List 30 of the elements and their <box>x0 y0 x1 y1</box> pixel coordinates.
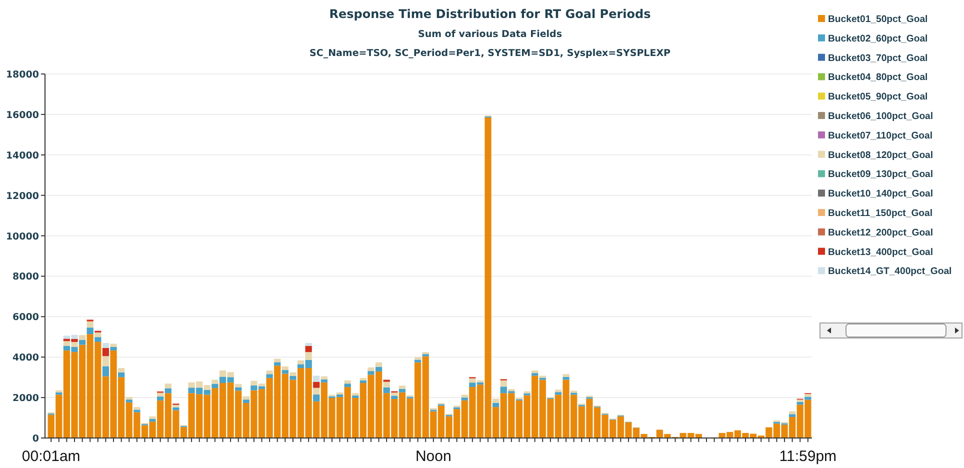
legend-label: Bucket12_200pct_Goal <box>828 227 934 238</box>
legend-label: Bucket08_120pct_Goal <box>828 150 934 161</box>
legend-label: Bucket11_150pct_Goal <box>828 208 933 219</box>
legend-label: Bucket13_400pct_Goal <box>828 246 934 258</box>
y-tick-label: 16000 <box>6 110 40 121</box>
y-tick-label: 14000 <box>6 150 40 162</box>
y-tick-label: 12000 <box>6 190 40 202</box>
y-tick-label: 18000 <box>6 70 40 80</box>
legend-label: Bucket02_60pct_Goal <box>828 33 928 44</box>
chart-title: Response Time Distribution for RT Goal Periods <box>329 7 651 21</box>
x-tick-label: 11:59pm <box>779 448 837 465</box>
y-tick-label: 10000 <box>6 231 40 242</box>
x-tick-label: 00:01am <box>22 448 80 465</box>
y-tick-label: 4000 <box>12 352 40 364</box>
legend-label: Bucket10_140pct_Goal <box>828 188 934 200</box>
legend-label: Bucket07_110pct_Goal <box>828 130 933 142</box>
text: SC_Name=TSO, SC_Period=Per1, SYSTEM=SD1, Sysplex=SYSPLEXP <box>310 48 671 59</box>
y-tick-label: 6000 <box>12 312 40 324</box>
legend-label: Bucket06_100pct_Goal <box>828 111 934 122</box>
chart-subtitle: Sum of various Data Fields <box>418 29 562 40</box>
legend-label: Bucket03_70pct_Goal <box>828 52 928 64</box>
y-tick-label: 8000 <box>12 272 40 283</box>
legend-label: Bucket05_90pct_Goal <box>828 92 928 103</box>
y-tick-label: 2000 <box>12 393 40 404</box>
legend-label: Bucket01_50pct_Goal <box>828 14 928 25</box>
legend-label: Bucket04_80pct_Goal <box>828 72 928 84</box>
x-tick-label: Noon <box>415 448 452 465</box>
legend-label: Bucket09_130pct_Goal <box>828 169 934 180</box>
legend-label: Bucket14_GT_400pct_Goal <box>828 266 952 278</box>
y-tick-label: 0 <box>32 434 40 444</box>
